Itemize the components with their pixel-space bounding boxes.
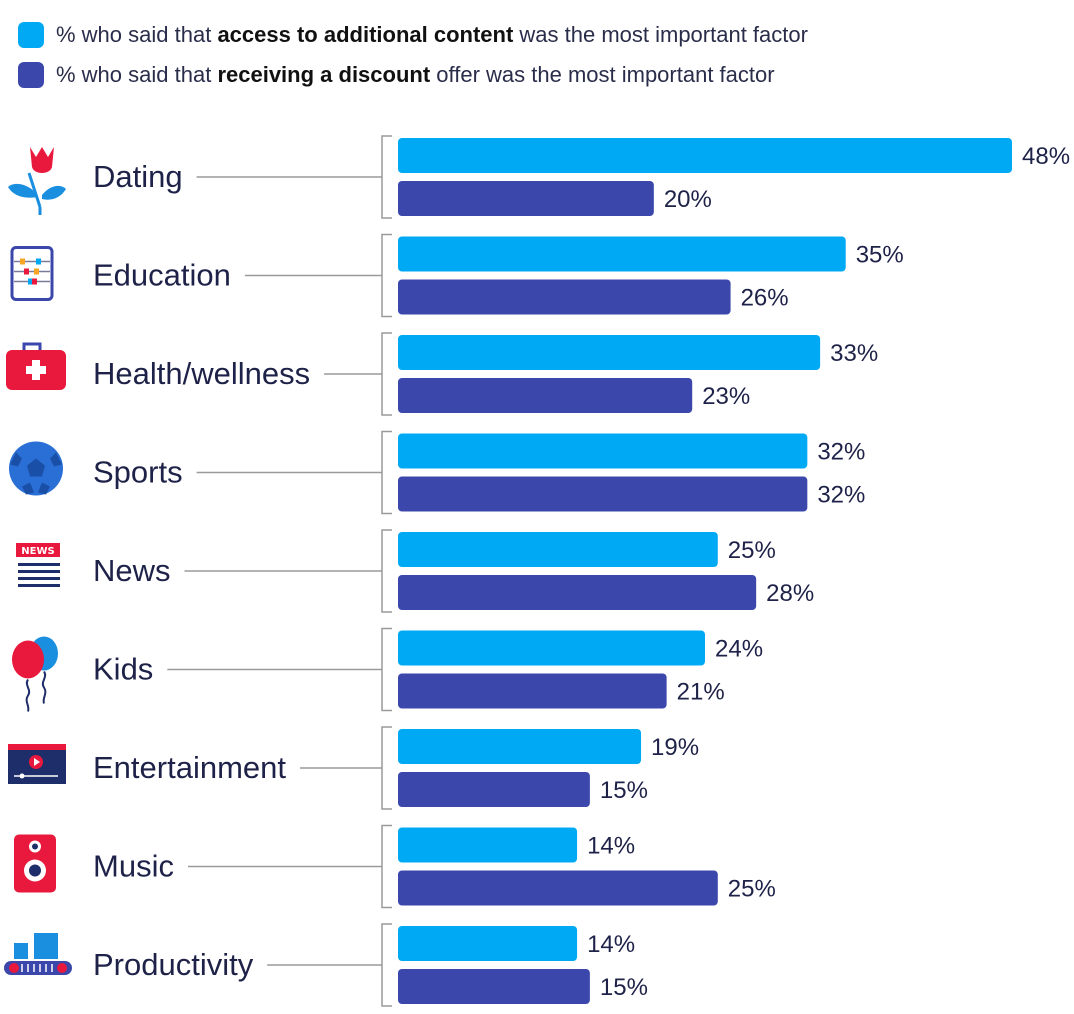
bar-content-dating <box>398 138 1012 173</box>
bar-discount-music <box>398 870 718 906</box>
group-bracket <box>381 627 392 712</box>
value-label-content-kids: 24% <box>715 635 763 662</box>
value-label-discount-entertainment: 15% <box>600 777 648 804</box>
legend-label-content: % who said that access to additional con… <box>56 20 808 50</box>
bar-discount-news <box>398 575 757 610</box>
value-label-content-news: 25% <box>728 537 776 564</box>
bar-content-health-wellness <box>398 335 821 370</box>
category-label-news: News <box>93 553 171 588</box>
bar-discount-sports <box>398 476 808 512</box>
bar-content-education <box>398 236 846 272</box>
newspaper-icon: NEWS <box>16 543 60 587</box>
category-label-music: Music <box>93 849 174 884</box>
bar-content-entertainment <box>398 729 642 764</box>
first-aid-kit-icon <box>6 342 66 390</box>
speaker-icon <box>14 834 56 893</box>
category-label-kids: Kids <box>93 652 153 687</box>
group-bracket <box>381 923 392 1007</box>
value-label-discount-sports: 32% <box>817 481 865 508</box>
balloons-icon <box>12 636 58 712</box>
legend-bold: receiving a discount <box>217 62 431 87</box>
bar-content-kids <box>398 630 705 666</box>
category-label-productivity: Productivity <box>93 947 254 982</box>
bar-discount-education <box>398 279 731 315</box>
bar-content-music <box>398 827 578 863</box>
bar-discount-kids <box>398 673 667 709</box>
value-label-content-education: 35% <box>856 241 904 268</box>
group-bracket <box>381 430 392 515</box>
abacus-icon <box>10 246 54 301</box>
value-label-discount-productivity: 15% <box>600 974 648 1001</box>
value-label-discount-education: 26% <box>741 284 789 311</box>
group-bracket <box>381 135 392 219</box>
legend-bold: access to additional content <box>217 22 514 47</box>
value-label-discount-health-wellness: 23% <box>702 383 750 410</box>
soccer-ball-icon <box>9 441 63 496</box>
bar-content-productivity <box>398 926 578 961</box>
category-label-entertainment: Entertainment <box>93 750 286 785</box>
legend-post: was the most important factor <box>513 22 808 47</box>
legend-swatch-discount <box>18 62 44 88</box>
bar-content-news <box>398 532 718 567</box>
bar-discount-dating <box>398 181 654 216</box>
legend-swatch-content <box>18 22 44 48</box>
bar-content-sports <box>398 433 808 469</box>
value-label-content-sports: 32% <box>817 438 865 465</box>
group-bracket <box>381 233 392 318</box>
value-label-discount-dating: 20% <box>664 186 712 213</box>
value-label-content-health-wellness: 33% <box>830 340 878 367</box>
bar-discount-entertainment <box>398 772 590 807</box>
value-label-discount-music: 25% <box>728 875 776 902</box>
legend-pre: % who said that <box>56 62 218 87</box>
value-label-content-dating: 48% <box>1022 143 1070 170</box>
group-bracket <box>381 529 392 613</box>
value-label-content-entertainment: 19% <box>651 734 699 761</box>
bar-discount-health-wellness <box>398 378 693 413</box>
category-label-education: Education <box>93 258 231 293</box>
value-label-discount-kids: 21% <box>677 678 725 705</box>
group-bracket <box>381 332 392 416</box>
category-label-sports: Sports <box>93 455 183 490</box>
bar-discount-productivity <box>398 969 590 1004</box>
legend-pre: % who said that <box>56 22 218 47</box>
group-bracket <box>381 726 392 810</box>
value-label-content-music: 14% <box>587 832 635 859</box>
legend-post: offer was the most important factor <box>430 62 775 87</box>
category-label-health-wellness: Health/wellness <box>93 356 310 391</box>
conveyor-belt-icon <box>4 933 72 975</box>
category-label-dating: Dating <box>93 159 183 194</box>
legend-label-discount: % who said that receiving a discount off… <box>56 60 775 90</box>
svg-text:NEWS: NEWS <box>21 546 54 557</box>
value-label-content-productivity: 14% <box>587 931 635 958</box>
tulip-icon <box>8 147 66 215</box>
value-label-discount-news: 28% <box>766 580 814 607</box>
group-bracket <box>381 824 392 909</box>
video-player-icon <box>8 744 66 784</box>
